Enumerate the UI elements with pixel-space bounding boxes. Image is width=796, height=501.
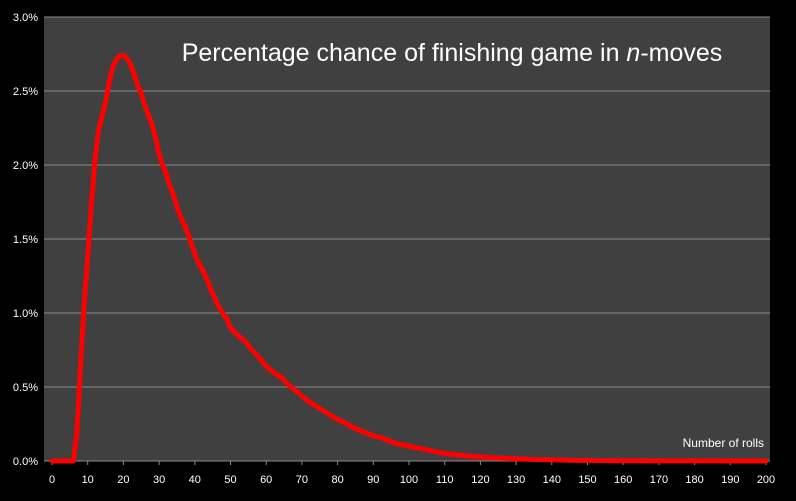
x-tick-labels: 0 10 20 30 40 50 60 70 80 90 100 110 120 130 140 150 160… — [49, 474, 775, 486]
x-tick-label: 100 — [400, 474, 418, 486]
y-tick-label: 2.0% — [13, 160, 38, 172]
y-tick-label: 0.0% — [13, 456, 38, 468]
y-tick-label: 1.0% — [13, 308, 38, 320]
x-tick-label: 130 — [507, 474, 525, 486]
x-tick-label: 90 — [367, 474, 379, 486]
title-tail: -moves — [640, 39, 722, 67]
x-tick-label: 0 — [49, 474, 55, 486]
x-tick-label: 80 — [331, 474, 343, 486]
title-main: Percentage chance of finishing game in — [182, 39, 627, 67]
title-italic-n: n — [626, 39, 640, 67]
x-tick-label: 60 — [260, 474, 272, 486]
y-tick-labels: 0.0% 0.5% 1.0% 1.5% 2.0% 2.5% 3.0% — [13, 12, 38, 468]
y-tick-label: 2.5% — [13, 86, 38, 98]
chart-title: Percentage chance of finishing game in n… — [182, 39, 723, 67]
x-tick-label: 70 — [296, 474, 308, 486]
series-line — [49, 53, 769, 464]
x-tick-label: 200 — [757, 474, 775, 486]
x-tick-label: 150 — [578, 474, 596, 486]
x-tick-label: 110 — [436, 474, 454, 486]
x-tick-label: 140 — [543, 474, 561, 486]
x-axis-label: Number of rolls — [683, 436, 764, 450]
x-tick-label: 20 — [117, 474, 129, 486]
x-tick-label: 120 — [471, 474, 489, 486]
y-tick-label: 1.5% — [13, 234, 38, 246]
x-tick-label: 10 — [82, 474, 94, 486]
x-tick-label: 50 — [224, 474, 236, 486]
y-tick-label: 0.5% — [13, 382, 38, 394]
x-tick-label: 160 — [614, 474, 632, 486]
x-tick-label: 180 — [685, 474, 703, 486]
y-tick-label: 3.0% — [13, 12, 38, 24]
gridlines — [44, 16, 770, 388]
x-tick-label: 190 — [721, 474, 739, 486]
x-tick-label: 170 — [650, 474, 668, 486]
x-tick-label: 30 — [153, 474, 165, 486]
x-tick-label: 40 — [189, 474, 201, 486]
